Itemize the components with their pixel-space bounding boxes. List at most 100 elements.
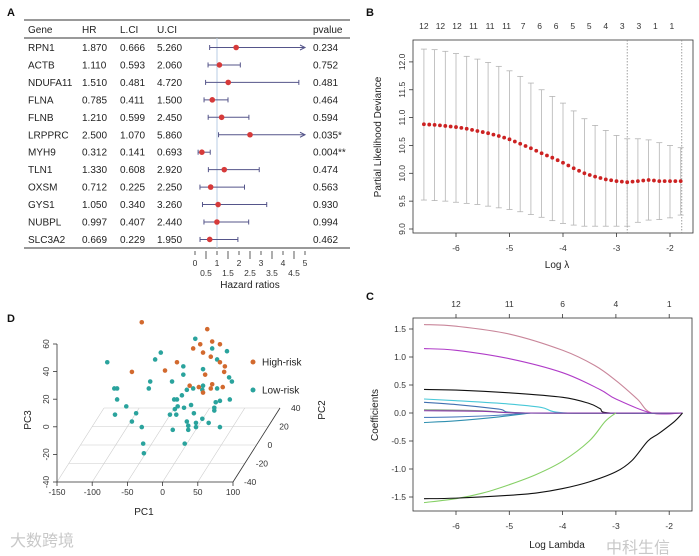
- y-tick-label: 10.5: [397, 137, 407, 154]
- coefficient-path-panel: -6 12 -5 11 -4 6 -3 4 -2 1 -1.5 -1.0 -0.5 0.0 0.5 1.0 1.…: [391, 299, 693, 531]
- legend-marker-icon: [250, 387, 256, 393]
- cell-pvalue: 0.464: [313, 95, 338, 106]
- z-tick-label: 20: [279, 422, 289, 432]
- low-risk-point: [182, 441, 188, 446]
- y-tick-label: -20: [41, 448, 51, 461]
- d-zlabel: PC2: [317, 400, 328, 420]
- x-tick-label: 50: [193, 487, 203, 497]
- column-header: Gene: [28, 25, 53, 36]
- cell-pvalue: 0.994: [313, 218, 338, 229]
- ci-arrow-icon: [299, 44, 307, 51]
- top-axis-label: 1: [670, 21, 675, 31]
- legend-item: Low-risk: [250, 386, 300, 397]
- top-axis-label: 6: [554, 21, 559, 31]
- x-tick-label: -3: [613, 243, 621, 253]
- top-axis-label: 12: [452, 21, 462, 31]
- x-tick-label: -100: [84, 487, 101, 497]
- x-tick-label: -5: [506, 243, 514, 253]
- cell-pvalue: 0.035*: [313, 130, 342, 141]
- deviance-point: [502, 135, 507, 140]
- top-axis-label: 6: [560, 299, 565, 309]
- x-tick-label: -5: [506, 521, 514, 531]
- low-risk-point: [184, 387, 190, 393]
- deviance-point: [550, 155, 555, 160]
- high-risk-point: [222, 364, 228, 369]
- y-tick-label: 60: [41, 339, 51, 349]
- cell-hr: 0.997: [82, 218, 107, 229]
- deviance-point: [668, 179, 672, 183]
- cell-uci: 2.250: [157, 183, 182, 194]
- deviance-point: [545, 153, 549, 158]
- top-axis-label: 4: [603, 21, 608, 31]
- low-risk-point: [147, 379, 153, 384]
- low-risk-point: [227, 397, 233, 402]
- low-risk-point: [174, 397, 180, 402]
- table-row: ACTB 1.110 0.593 2.060 0.752: [28, 60, 338, 71]
- deviance-point: [480, 130, 485, 134]
- high-risk-point: [129, 369, 135, 375]
- legend-marker-icon: [250, 359, 256, 365]
- cell-gene: FLNA: [28, 95, 54, 106]
- low-risk-point: [158, 350, 164, 355]
- cell-hr: 1.510: [82, 78, 107, 89]
- x-tick-label: 0: [160, 487, 165, 497]
- low-risk-point: [184, 419, 190, 424]
- panel-label-a: A: [7, 7, 15, 19]
- cell-hr: 2.500: [82, 130, 107, 141]
- low-risk-point: [152, 357, 158, 362]
- y-tick-label: 40: [41, 367, 51, 377]
- top-axis-label: 3: [620, 21, 625, 31]
- deviance-point: [475, 129, 480, 133]
- b-xlabel: Log λ: [545, 260, 569, 271]
- panel-label-c: C: [366, 291, 374, 303]
- low-risk-point: [181, 372, 186, 377]
- hr-point: [216, 62, 223, 68]
- top-axis-label: 11: [469, 21, 478, 31]
- cell-uci: 2.920: [157, 165, 182, 176]
- coefficient-path: [424, 410, 683, 414]
- low-risk-point: [217, 424, 223, 430]
- cell-pvalue: 0.563: [313, 183, 338, 194]
- low-risk-point: [192, 336, 198, 342]
- cell-hr: 1.210: [82, 113, 107, 124]
- cell-pvalue: 0.930: [313, 200, 338, 211]
- deviance-point: [432, 122, 437, 127]
- low-risk-point: [181, 364, 186, 369]
- hr-point: [214, 219, 220, 225]
- x-tick-label: 4: [281, 258, 286, 268]
- cell-lci: 0.411: [120, 95, 145, 106]
- column-header: U.CI: [157, 25, 177, 36]
- low-risk-point: [129, 419, 135, 424]
- high-risk-point: [190, 346, 196, 351]
- top-axis-label: 5: [570, 21, 575, 31]
- cell-lci: 0.340: [120, 200, 145, 211]
- low-risk-point: [140, 441, 146, 446]
- low-risk-point: [123, 404, 129, 409]
- deviance-point: [619, 179, 624, 184]
- y-tick-label: 10.0: [397, 165, 407, 182]
- table-row: OXSM 0.712 0.225 2.250 0.563: [28, 183, 338, 194]
- table-row: GYS1 1.050 0.340 3.260 0.930: [28, 200, 338, 211]
- x-tick-label: 1.5: [222, 268, 234, 278]
- top-axis-label: 11: [486, 21, 495, 31]
- hr-point: [209, 97, 216, 103]
- table-row: RPN1 1.870 0.666 5.260 0.234: [28, 43, 338, 54]
- high-risk-point: [200, 390, 206, 395]
- deviance-point: [657, 179, 662, 183]
- deviance-point: [512, 139, 517, 144]
- low-risk-point: [209, 346, 215, 351]
- watermark-d: 大数跨境: [10, 531, 74, 550]
- x-tick-label: -150: [48, 487, 65, 497]
- deviance-point: [678, 179, 683, 183]
- deviance-point: [630, 179, 635, 184]
- low-risk-point: [181, 405, 187, 411]
- x-tick-label: 5: [303, 258, 308, 268]
- deviance-point: [464, 126, 469, 131]
- x-tick-label: 3.5: [266, 268, 278, 278]
- low-risk-point: [226, 375, 232, 380]
- deviance-point: [491, 132, 496, 137]
- y-tick-label: -0.5: [391, 436, 406, 446]
- high-risk-point: [220, 384, 226, 390]
- x-tick-label: 2.5: [244, 268, 256, 278]
